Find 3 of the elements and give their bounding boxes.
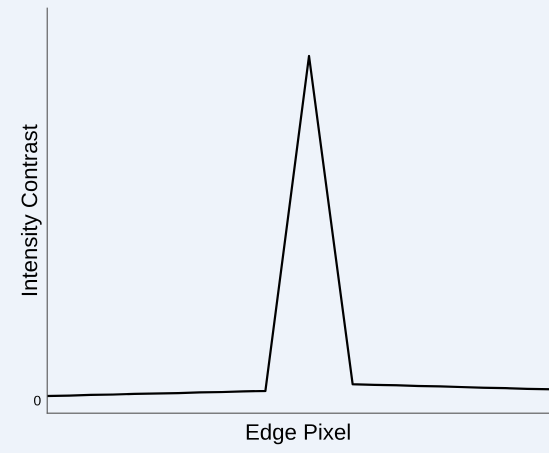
- x-axis-title: Edge Pixel: [246, 424, 350, 444]
- y-axis-title: Intensity Contrast: [20, 124, 42, 296]
- text: 0: [34, 396, 41, 406]
